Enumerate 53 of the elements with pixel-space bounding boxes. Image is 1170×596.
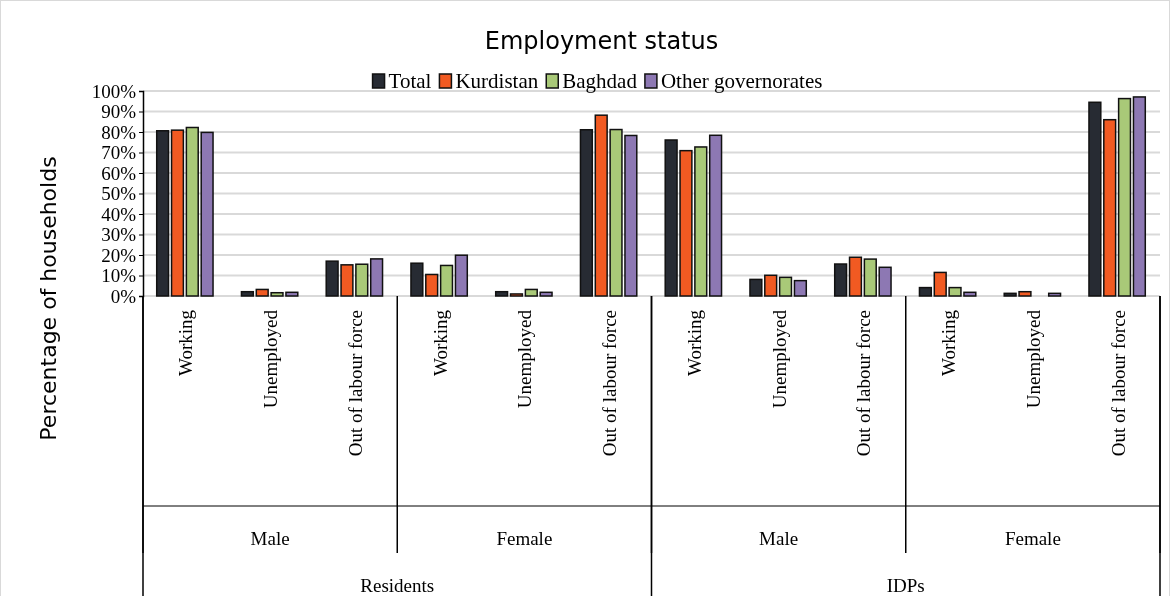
x-tick-label: Working xyxy=(175,309,197,377)
bar xyxy=(170,129,185,297)
x-tick-label: Working xyxy=(938,309,960,377)
x-tick-label: Out of labour force xyxy=(599,310,621,457)
bar xyxy=(708,134,723,297)
x-tick-label: Out of labour force xyxy=(1107,310,1129,457)
bar xyxy=(509,293,524,297)
y-tick-label: 50% xyxy=(101,183,137,205)
text: Male xyxy=(250,528,290,549)
bar xyxy=(848,256,863,297)
y-tick-label: 60% xyxy=(101,162,137,184)
y-tick-label: 100% xyxy=(91,80,137,102)
bar xyxy=(1117,97,1132,297)
x-tick-label: Working xyxy=(429,309,451,377)
bar xyxy=(918,286,933,297)
text: Residents xyxy=(360,575,435,596)
bar xyxy=(1132,96,1147,297)
y-tick-label: 80% xyxy=(101,121,137,143)
x-tick-label: Unemployed xyxy=(514,309,536,409)
y-axis-title: Percentage of households xyxy=(36,156,61,441)
bar xyxy=(833,263,848,297)
bar xyxy=(494,290,509,297)
x-tick-label: Unemployed xyxy=(260,309,282,409)
y-tick-label: 90% xyxy=(101,101,137,123)
legend-label: Total xyxy=(388,69,432,93)
y-tick-label: 70% xyxy=(101,142,137,164)
y-tick-label: 0% xyxy=(110,285,137,307)
bar xyxy=(240,290,255,297)
text: Female xyxy=(496,528,553,549)
bar xyxy=(1047,292,1062,297)
text: Female xyxy=(1004,528,1061,549)
bar xyxy=(155,130,170,297)
bar xyxy=(793,279,808,297)
bar xyxy=(778,276,793,297)
text: IDPs xyxy=(886,575,925,596)
x-tick-label: Working xyxy=(683,309,705,377)
legend-label: Baghdad xyxy=(562,69,638,93)
x-tick-label: Out of labour force xyxy=(344,310,366,457)
x-tick-label: Unemployed xyxy=(768,309,790,409)
bar xyxy=(369,258,384,297)
y-tick-label: 10% xyxy=(101,265,137,287)
y-tick-label: 20% xyxy=(101,244,137,266)
x-tick-label: Out of labour force xyxy=(853,310,875,457)
y-tick-label: 30% xyxy=(101,224,137,246)
x-tick-label: Unemployed xyxy=(1022,309,1044,409)
legend-label: Other governorates xyxy=(660,69,823,93)
bar xyxy=(439,264,454,297)
text: Male xyxy=(759,528,799,549)
chart-title: Employment status xyxy=(484,27,719,55)
y-tick-label: 40% xyxy=(101,203,137,225)
bar xyxy=(579,129,594,297)
legend-label: Kurdistan xyxy=(455,69,539,93)
bar xyxy=(454,254,469,297)
